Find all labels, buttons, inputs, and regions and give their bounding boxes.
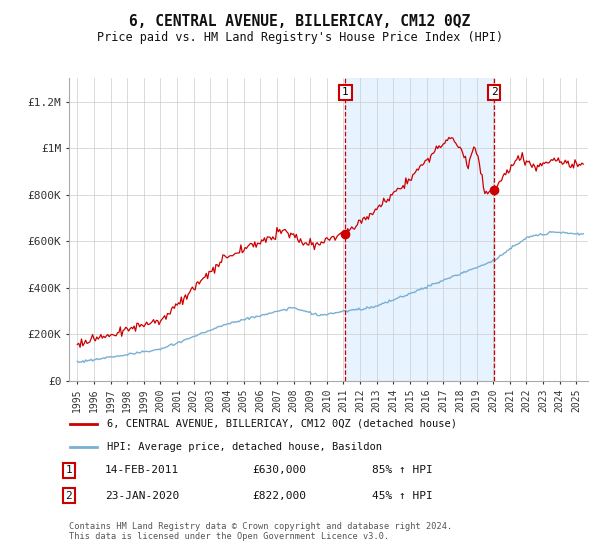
Text: 6, CENTRAL AVENUE, BILLERICAY, CM12 0QZ (detached house): 6, CENTRAL AVENUE, BILLERICAY, CM12 0QZ … [107, 419, 457, 429]
Text: 2: 2 [491, 87, 498, 97]
Text: 23-JAN-2020: 23-JAN-2020 [105, 491, 179, 501]
Text: £822,000: £822,000 [252, 491, 306, 501]
Bar [346, 78, 494, 381]
Text: HPI: Average price, detached house, Basildon: HPI: Average price, detached house, Basi… [107, 442, 382, 452]
Text: Contains HM Land Registry data © Crown copyright and database right 2024.
This d: Contains HM Land Registry data © Crown c… [69, 522, 452, 542]
Text: 2: 2 [65, 491, 73, 501]
Text: Price paid vs. HM Land Registry's House Price Index (HPI): Price paid vs. HM Land Registry's House … [97, 31, 503, 44]
Text: 6, CENTRAL AVENUE, BILLERICAY, CM12 0QZ: 6, CENTRAL AVENUE, BILLERICAY, CM12 0QZ [130, 14, 470, 29]
Text: 85% ↑ HPI: 85% ↑ HPI [372, 465, 433, 475]
Text: 14-FEB-2011: 14-FEB-2011 [105, 465, 179, 475]
Text: 45% ↑ HPI: 45% ↑ HPI [372, 491, 433, 501]
Text: 1: 1 [342, 87, 349, 97]
Text: £630,000: £630,000 [252, 465, 306, 475]
Text: 1: 1 [65, 465, 73, 475]
